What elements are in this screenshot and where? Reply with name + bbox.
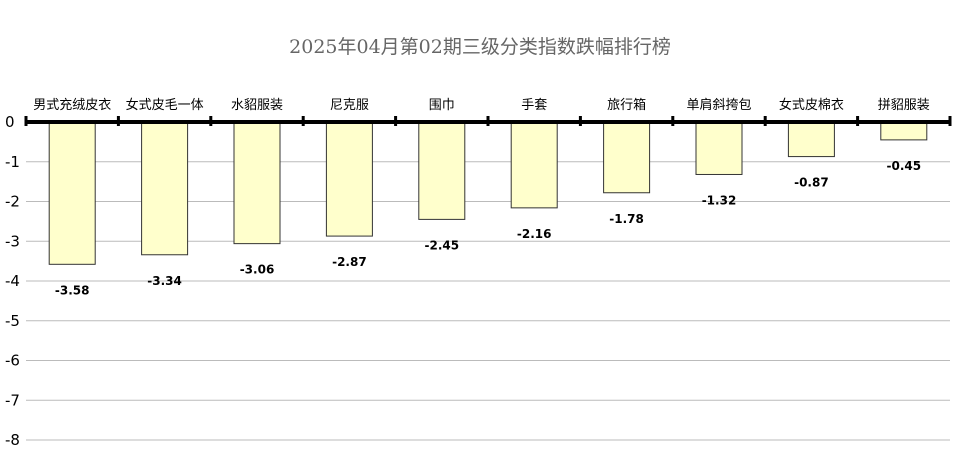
bar (510, 121, 558, 209)
category-label: 尼克服 (330, 98, 369, 113)
category-label: 男式充绒皮衣 (33, 97, 111, 113)
data-label: -0.45 (887, 159, 922, 173)
bar (233, 121, 281, 245)
data-label: -1.78 (609, 212, 644, 226)
category-label: 围巾 (429, 98, 455, 113)
category-label: 旅行箱 (607, 97, 646, 113)
data-label: -3.34 (147, 274, 182, 288)
data-label: -0.87 (794, 176, 829, 190)
bar (880, 121, 928, 141)
category-label: 女式皮棉衣 (779, 97, 844, 113)
bar (418, 121, 466, 220)
y-tick-label: -7 (5, 391, 20, 409)
y-tick-label: -2 (5, 193, 20, 211)
bar (141, 121, 189, 256)
data-label: -3.58 (55, 283, 90, 297)
category-label: 手套 (521, 97, 547, 113)
data-label: -2.45 (425, 238, 460, 252)
bar (603, 121, 651, 194)
bar (48, 121, 96, 265)
category-label: 拼貂服装 (878, 98, 930, 113)
bar (695, 121, 743, 175)
category-label: 单肩斜挎包 (686, 97, 751, 113)
y-tick-label: 0 (5, 113, 15, 131)
y-tick-label: -1 (5, 153, 20, 171)
bar (325, 121, 373, 237)
data-label: -1.32 (702, 193, 737, 207)
y-tick-label: -3 (5, 232, 20, 250)
y-tick-label: -5 (5, 312, 20, 330)
bar (787, 121, 835, 158)
y-tick-label: -8 (5, 431, 20, 449)
category-axis (24, 116, 952, 126)
category-label: 女式皮毛一体 (126, 97, 204, 113)
chart-title: 2025年04月第02期三级分类指数跌幅排行榜 (289, 36, 671, 58)
data-label: -2.16 (517, 227, 552, 241)
category-label: 水貂服装 (231, 98, 283, 113)
category-labels: 男式充绒皮衣 女式皮毛一体 水貂服装 尼克服 围巾 手套 旅行箱 单肩斜挎包 女式皮棉衣 拼貂服装 (33, 97, 930, 113)
data-label: -3.06 (240, 263, 275, 277)
y-axis-ticks: 0 -1 -2 -3 -4 -5 -6 -7 -8 (5, 113, 20, 449)
y-tick-label: -4 (5, 272, 20, 290)
y-tick-label: -6 (5, 352, 20, 370)
data-label: -2.87 (332, 255, 367, 269)
value-labels: -3.58 -3.34 -3.06 -2.87 -2.45 -2.16 -1.78 -1.32… (55, 159, 921, 297)
bars (48, 121, 928, 265)
